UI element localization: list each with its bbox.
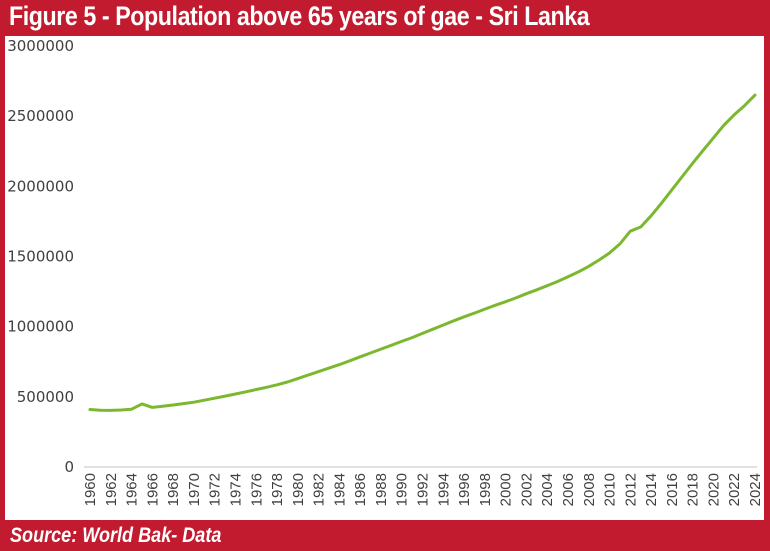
x-tick-label: 1974 — [227, 473, 244, 506]
y-tick-label: 1500000 — [7, 248, 74, 266]
y-tick-label: 3000000 — [7, 37, 74, 55]
series-line-population-65 — [88, 93, 757, 412]
x-tick-label: 1980 — [290, 473, 307, 506]
x-tick-label: 1962 — [103, 473, 120, 506]
x-tick-label: 2022 — [726, 473, 743, 506]
x-tick-label: 1976 — [248, 473, 265, 506]
title-bar: Figure 5 - Population above 65 years of … — [0, 0, 770, 36]
y-axis: 0 500000 1000000 1500000 2000000 2500000 30000… — [7, 37, 74, 476]
x-tick-label: 1986 — [352, 473, 369, 506]
source-note: Source: World Bak- Data — [10, 524, 222, 547]
y-tick-label: 1000000 — [7, 318, 74, 336]
x-tick-label: 1992 — [415, 473, 432, 506]
x-tick-label: 1984 — [331, 473, 348, 506]
chart-title: Figure 5 - Population above 65 years of … — [9, 1, 590, 31]
x-tick-label: 1990 — [394, 473, 411, 506]
x-tick-label: 2020 — [705, 473, 722, 506]
x-tick-label: 1960 — [82, 473, 99, 506]
y-tick-label: 2000000 — [7, 177, 74, 195]
x-tick-label: 2008 — [581, 473, 598, 506]
y-tick-label: 0 — [64, 458, 74, 476]
x-tick-label: 1966 — [144, 473, 161, 506]
x-tick-label: 2006 — [560, 473, 577, 506]
x-tick-label: 1994 — [435, 473, 452, 506]
x-tick-label: 2012 — [622, 473, 639, 506]
chart-panel — [5, 36, 764, 520]
x-tick-label: 2014 — [643, 473, 660, 506]
y-tick-label: 500000 — [17, 388, 74, 406]
x-tick-label: 2024 — [747, 473, 764, 506]
x-tick-label: 1988 — [373, 473, 390, 506]
x-tick-label: 1982 — [311, 473, 328, 506]
y-tick-label: 2500000 — [7, 107, 74, 125]
x-tick-label: 2002 — [518, 473, 535, 506]
x-axis: 1960 1962 1964 1966 1968 1970 1972 1974 1976 1978… — [82, 473, 764, 506]
x-tick-label: 1972 — [207, 473, 224, 506]
x-tick-label: 2018 — [685, 473, 702, 506]
x-tick-label: 2010 — [602, 473, 619, 506]
x-tick-label: 1970 — [186, 473, 203, 506]
x-tick-label: 1996 — [456, 473, 473, 506]
x-tick-label: 2000 — [498, 473, 515, 506]
x-tick-label: 1964 — [124, 473, 141, 506]
x-tick-label: 1998 — [477, 473, 494, 506]
x-tick-label: 2004 — [539, 473, 556, 506]
x-tick-label: 1968 — [165, 473, 182, 506]
x-tick-label: 2016 — [664, 473, 681, 506]
x-tick-label: 1978 — [269, 473, 286, 506]
